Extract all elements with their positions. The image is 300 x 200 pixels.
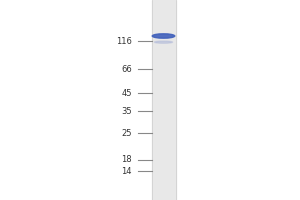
Ellipse shape [154,41,172,43]
Text: 35: 35 [122,106,132,116]
Text: 66: 66 [121,64,132,73]
Ellipse shape [152,34,175,38]
Text: 45: 45 [122,88,132,98]
Text: 18: 18 [122,156,132,164]
Bar [152,0,176,200]
Text: 25: 25 [122,129,132,138]
Text: 116: 116 [116,36,132,46]
Text: 14: 14 [122,166,132,176]
